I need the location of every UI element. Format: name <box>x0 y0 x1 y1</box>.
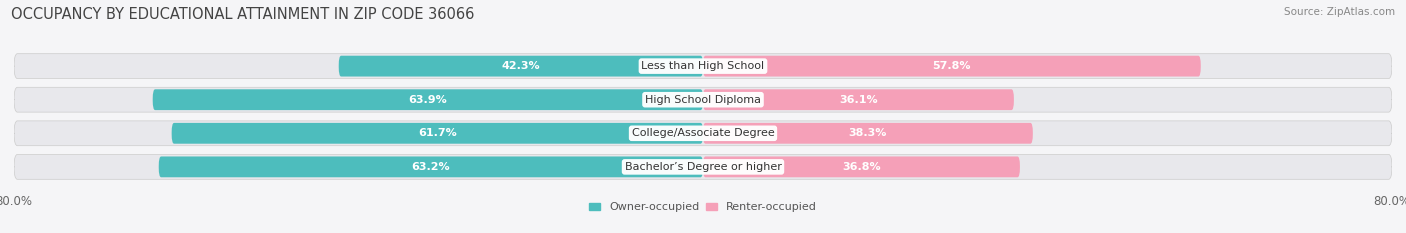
FancyBboxPatch shape <box>703 56 1201 76</box>
Text: Bachelor’s Degree or higher: Bachelor’s Degree or higher <box>624 162 782 172</box>
Text: 36.1%: 36.1% <box>839 95 877 105</box>
Text: College/Associate Degree: College/Associate Degree <box>631 128 775 138</box>
FancyBboxPatch shape <box>703 157 1019 177</box>
FancyBboxPatch shape <box>703 123 1033 144</box>
Text: Source: ZipAtlas.com: Source: ZipAtlas.com <box>1284 7 1395 17</box>
FancyBboxPatch shape <box>703 89 1014 110</box>
Legend: Owner-occupied, Renter-occupied: Owner-occupied, Renter-occupied <box>589 202 817 212</box>
FancyBboxPatch shape <box>14 54 1392 79</box>
FancyBboxPatch shape <box>153 89 703 110</box>
Text: OCCUPANCY BY EDUCATIONAL ATTAINMENT IN ZIP CODE 36066: OCCUPANCY BY EDUCATIONAL ATTAINMENT IN Z… <box>11 7 475 22</box>
Text: 63.2%: 63.2% <box>412 162 450 172</box>
Text: 42.3%: 42.3% <box>502 61 540 71</box>
FancyBboxPatch shape <box>172 123 703 144</box>
Text: 38.3%: 38.3% <box>849 128 887 138</box>
FancyBboxPatch shape <box>339 56 703 76</box>
Text: High School Diploma: High School Diploma <box>645 95 761 105</box>
FancyBboxPatch shape <box>159 157 703 177</box>
FancyBboxPatch shape <box>14 121 1392 146</box>
Text: Less than High School: Less than High School <box>641 61 765 71</box>
Text: 57.8%: 57.8% <box>932 61 972 71</box>
FancyBboxPatch shape <box>14 87 1392 112</box>
FancyBboxPatch shape <box>14 154 1392 179</box>
Text: 63.9%: 63.9% <box>409 95 447 105</box>
Text: 36.8%: 36.8% <box>842 162 880 172</box>
Text: 61.7%: 61.7% <box>418 128 457 138</box>
